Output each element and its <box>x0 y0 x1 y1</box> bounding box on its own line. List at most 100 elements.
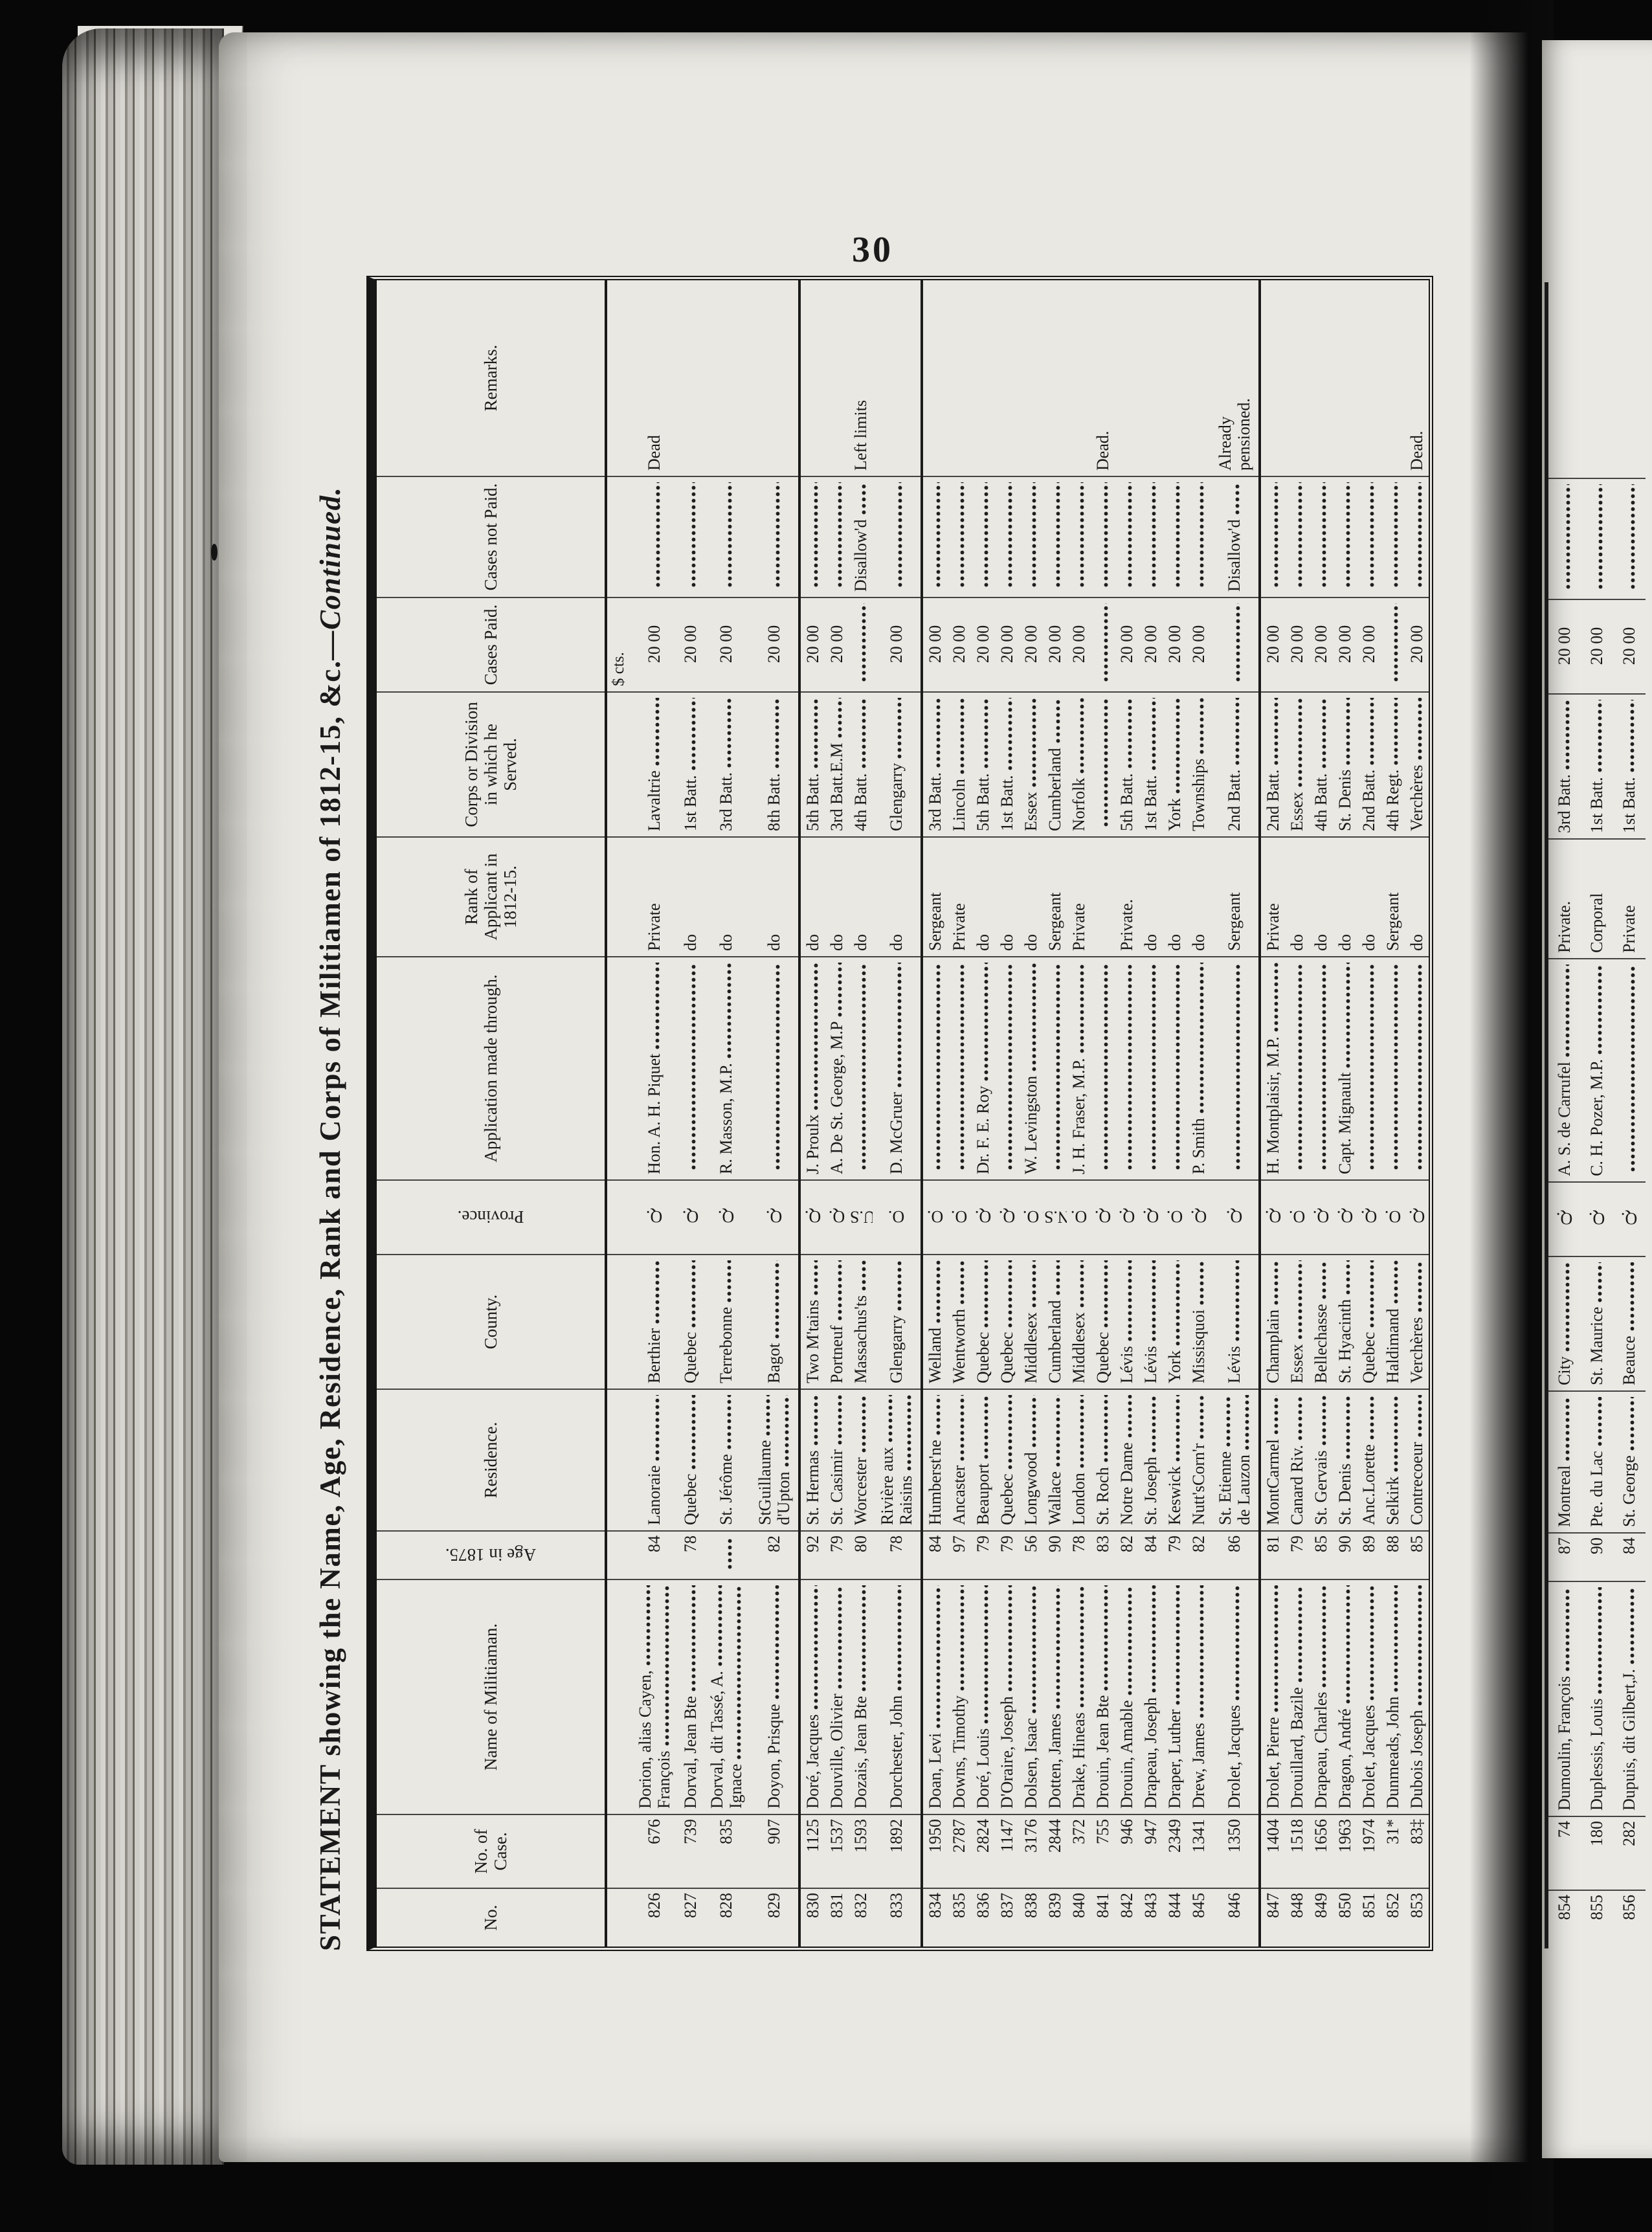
cell-age: 89 <box>1357 1530 1381 1579</box>
cell-residence: Rivière aux Raisins <box>873 1389 921 1530</box>
table-row: 840 372 Drake, Hineas 78 London Middlesex O. J.… <box>1067 280 1091 1947</box>
cell-application <box>1381 956 1405 1179</box>
cell-no: 846 <box>1211 1888 1258 1947</box>
cell-province: Q. <box>1405 1179 1429 1254</box>
cell-name: Dotten, James <box>1043 1579 1067 1814</box>
cell-no: 844 <box>1163 1888 1187 1947</box>
cell-not-paid <box>1548 478 1581 599</box>
cell-application <box>1043 956 1067 1179</box>
cell-rank: do <box>825 836 849 956</box>
cell-county: Champlain <box>1261 1254 1285 1389</box>
cell-name: Doan, Levi <box>923 1579 947 1814</box>
cell-not-paid <box>1163 476 1187 597</box>
table-row: 838 3176 Dolsen, Isaac 56 Longwood Middlesex O… <box>1019 280 1043 1947</box>
cell-county: Verchères <box>1405 1254 1429 1389</box>
cell-residence: St. Joseph <box>1139 1389 1163 1530</box>
next-page-body: 854 74 Dumoulin, François 87 Montreal City Q. A… <box>1548 282 1646 1948</box>
cell-county: Lévis <box>1139 1254 1163 1389</box>
cell-county: Quebec <box>1357 1254 1381 1389</box>
cell-rank: Sergeant <box>1381 836 1405 956</box>
cell-corps: 2nd Batt. <box>1211 691 1258 836</box>
table-row: 843 947 Drapeau, Joseph 84 St. Joseph Lévis Q.… <box>1139 280 1163 1947</box>
cell-residence: StGuillaume d'Upton <box>750 1389 798 1530</box>
cell-case: 1656 <box>1309 1814 1333 1888</box>
cell-case: 1350 <box>1211 1814 1258 1888</box>
cell-case: 1404 <box>1261 1814 1285 1888</box>
cell-county: St. Hyacinth <box>1333 1254 1357 1389</box>
cell-remarks <box>1285 280 1309 476</box>
cell-not-paid <box>1019 476 1043 597</box>
cell-age: 84 <box>1613 1532 1646 1581</box>
cell-not-paid <box>1405 476 1429 597</box>
cell-paid <box>1381 597 1405 691</box>
cell-name: Dorval, dit Tassé, A. Ignace <box>702 1579 750 1814</box>
cell-paid: 20 00 <box>1548 599 1581 693</box>
cell-name: Drouin, Amable <box>1115 1579 1139 1814</box>
table-row: 834 1950 Doan, Levi 84 Humberst'ne Welland O. S… <box>923 280 947 1947</box>
cell-province: Q. <box>1139 1179 1163 1254</box>
cell-no: 847 <box>1261 1888 1285 1947</box>
cell-remarks <box>1261 280 1285 476</box>
cell-remarks <box>1187 280 1211 476</box>
cell-application <box>947 956 971 1179</box>
table-row: 827 739 Dorval, Jean Bte 78 Quebec Quebec Q. do… <box>678 280 702 1947</box>
page-number: 30 <box>852 230 893 270</box>
cell-name: Dupuis, dit Gilbert,J. <box>1613 1581 1646 1816</box>
cell-no: 838 <box>1019 1888 1043 1947</box>
cell-age: 82 <box>750 1530 798 1579</box>
cell-corps: 4th Batt. <box>849 691 873 836</box>
cell-case: 2844 <box>1043 1814 1067 1888</box>
cell-remarks <box>971 280 995 476</box>
cell-application <box>1309 956 1333 1179</box>
cell-name: Dorion, alias Cayen, François <box>631 1579 678 1814</box>
cell-no: 839 <box>1043 1888 1067 1947</box>
table-row: 846 1350 Drolet, Jacques 86 St. Etienne de La… <box>1211 280 1261 1947</box>
cell-name: Doyon, Prisque <box>750 1579 798 1814</box>
cell-residence: St. Etienne de Lauzon <box>1211 1389 1258 1530</box>
cell-remarks <box>1067 280 1091 476</box>
cell-application <box>1211 956 1258 1179</box>
table-row: 852 31* Dunmeads, John 88 Selkirk Haldimand O.… <box>1381 280 1405 1947</box>
cell-residence: Montreal <box>1548 1390 1581 1532</box>
cell-application: A. S. de Carrufel <box>1548 958 1581 1181</box>
title-continued: —Continued. <box>314 486 346 660</box>
cell-rank: Private <box>1613 838 1646 958</box>
cell-province: O. <box>947 1179 971 1254</box>
cell-corps: Essex <box>1285 691 1309 836</box>
cell-county: Two M'tains <box>801 1254 825 1389</box>
cell-rank: do <box>750 836 798 956</box>
cell-case: 2787 <box>947 1814 971 1888</box>
cell-remarks: Left limits <box>851 399 870 471</box>
cell-paid: 20 00 <box>1019 597 1043 691</box>
cell-name: Douville, Olivier <box>825 1579 849 1814</box>
cell-paid <box>1211 597 1258 691</box>
cell-remarks <box>825 280 849 476</box>
cell-case: 1974 <box>1357 1814 1381 1888</box>
cell-remarks <box>1043 280 1067 476</box>
cell-county: Middlesex <box>1019 1254 1043 1389</box>
cell-application <box>1357 956 1381 1179</box>
cell-corps: York <box>1163 691 1187 836</box>
cell-remarks <box>873 280 921 476</box>
cell-application <box>1285 956 1309 1179</box>
cell-corps: 3rd Batt. <box>923 691 947 836</box>
table-row: 855 180 Duplessis, Louis 90 Pte. du Lac St. M… <box>1581 282 1613 1948</box>
cell-remarks <box>750 280 798 476</box>
cell-province: Q. <box>1091 1179 1115 1254</box>
cell-corps: Glengarry <box>873 691 921 836</box>
col-header-application: Application made through. <box>377 956 605 1179</box>
cell-name: Dragon, André <box>1333 1579 1357 1814</box>
col-header-cases-not-paid: Cases not Paid. <box>377 476 605 597</box>
rotated-content: STATEMENT showing the Name, Age, Residen… <box>309 263 1433 1956</box>
cell-province: Q. <box>995 1179 1019 1254</box>
cell-paid: 20 00 <box>801 597 825 691</box>
cell-name: D'Oraire, Joseph <box>995 1579 1019 1814</box>
cell-name: Drolet, Pierre <box>1261 1579 1285 1814</box>
cell-name: Drew, James <box>1187 1579 1211 1814</box>
cell-corps: 1st Batt. <box>1613 693 1646 838</box>
cell-application <box>1091 956 1115 1179</box>
cell-application: H. Montplaisir, M.P. <box>1261 956 1285 1179</box>
cell-name: Duplessis, Louis <box>1581 1581 1613 1816</box>
cell-corps: Townships <box>1187 691 1211 836</box>
cell-case: 1147 <box>995 1814 1019 1888</box>
